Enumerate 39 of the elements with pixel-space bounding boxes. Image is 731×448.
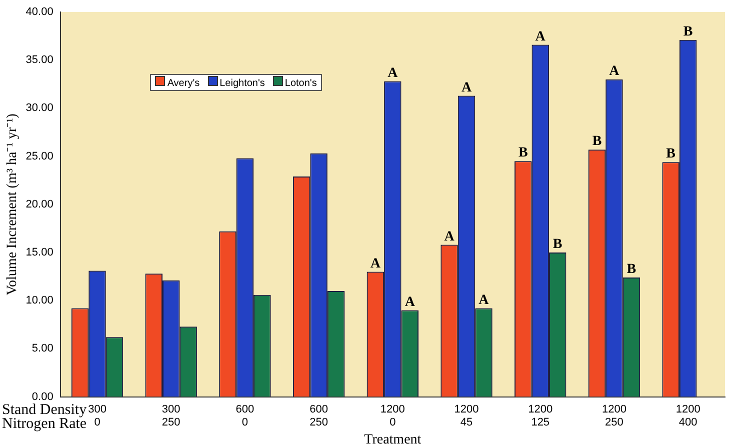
y-tick-label: 25.00 (26, 150, 54, 162)
x-tick-label: 1200 250 (602, 403, 626, 429)
x-tick-label: 1200 0 (380, 403, 405, 429)
y-tick-label: 35.00 (26, 54, 54, 66)
text: Stand Density (2, 402, 88, 418)
data-label: A (535, 29, 546, 44)
data-label: B (666, 146, 676, 162)
y-tick-label: 0.00 (32, 390, 54, 403)
text: Nitrogen Rate (2, 416, 87, 432)
legend-label: Avery's (166, 77, 200, 89)
x-tick-label: 300 0 (88, 403, 106, 429)
y-tick-label: 10.00 (26, 294, 54, 307)
data-label: B (592, 134, 602, 150)
y-tick-label: 20.00 (26, 198, 54, 210)
data-label: A (388, 66, 399, 81)
data-label: B (552, 237, 562, 252)
data-label: B (683, 24, 693, 40)
x-tick-label: 600 0 (236, 403, 254, 429)
legend-label: Leighton's (218, 77, 265, 89)
x-tick-label: 1200 45 (454, 403, 479, 429)
y-tick-label: 30.00 (26, 102, 54, 114)
data-label: A (461, 80, 472, 96)
x-tick-label: 1200 400 (676, 403, 700, 429)
data-label: A (478, 292, 490, 308)
y-tick-label: 40.00 (26, 6, 54, 18)
y-axis-title: Volume Increment (m³ ha⁻¹ yr⁻¹) (5, 113, 20, 296)
data-label: A (444, 229, 456, 244)
data-label: A (609, 64, 620, 79)
x-tick-label: 600 250 (310, 403, 328, 429)
x-tick-label: 1200 125 (528, 403, 553, 429)
y-tick-label: 5.00 (32, 342, 54, 355)
legend-label: Loton's (284, 77, 317, 89)
data-label: A (404, 294, 416, 310)
data-label: B (518, 146, 528, 161)
data-label: B (626, 262, 636, 278)
data-label: A (370, 256, 382, 272)
x-axis-title: Treatment (364, 432, 422, 448)
y-tick-label: 15.00 (26, 246, 54, 259)
x-tick-label: 300 250 (162, 403, 180, 429)
